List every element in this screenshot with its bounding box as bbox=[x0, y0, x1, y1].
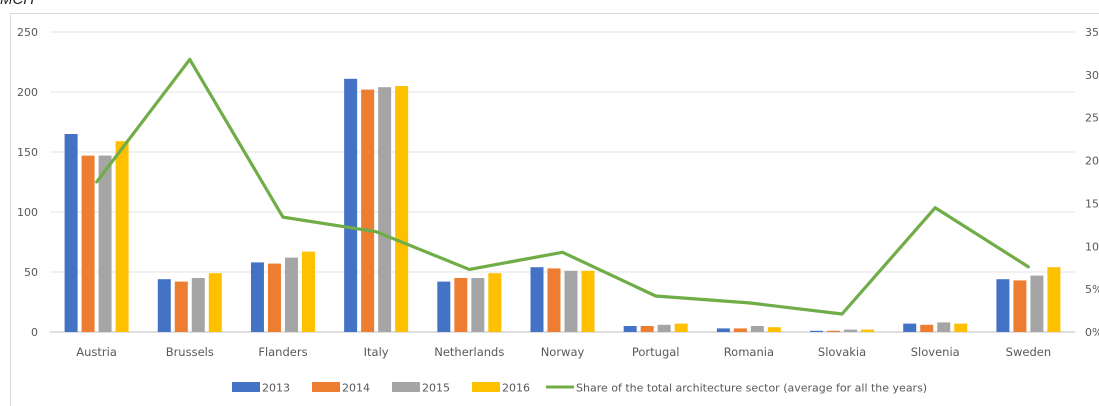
x-category-label: Norway bbox=[541, 345, 585, 359]
legend-label-2014: 2014 bbox=[342, 382, 370, 395]
x-category-label: Flanders bbox=[258, 345, 307, 359]
bar-2015-portugal bbox=[657, 324, 671, 332]
bar-2015-slovenia bbox=[937, 322, 951, 332]
share-point-flanders bbox=[281, 215, 285, 219]
legend-label-2016: 2016 bbox=[502, 382, 530, 395]
chart-frame bbox=[10, 13, 1099, 406]
bar-2013-slovakia bbox=[810, 330, 824, 332]
share-point-italy bbox=[374, 230, 378, 234]
bar-2013-romania bbox=[716, 328, 730, 332]
bar-2014-austria bbox=[81, 155, 95, 332]
legend-label-2013: 2013 bbox=[262, 382, 290, 395]
y-right-tick-label: 25% bbox=[1085, 112, 1099, 125]
bar-2016-flanders bbox=[301, 251, 315, 332]
bar-2016-netherlands bbox=[488, 273, 502, 332]
y-right-tick-label: 20% bbox=[1085, 155, 1099, 168]
share-line bbox=[95, 57, 1030, 316]
y-right-tick-label: 15% bbox=[1085, 197, 1099, 210]
y-right-tick-label: 35% bbox=[1085, 26, 1099, 39]
x-category-label: Netherlands bbox=[434, 345, 504, 359]
bar-2015-romania bbox=[750, 326, 764, 332]
x-category-label: Italy bbox=[364, 345, 389, 359]
share-point-norway bbox=[561, 250, 564, 254]
bar-2016-portugal bbox=[674, 323, 688, 332]
bar-2016-sweden bbox=[1047, 267, 1061, 332]
header-fragment: MCH bbox=[0, 0, 34, 8]
y-right-tick-label: 10% bbox=[1085, 240, 1099, 253]
bar-2015-norway bbox=[564, 270, 578, 332]
legend-swatch-2016 bbox=[472, 382, 500, 392]
x-category-label: Portugal bbox=[632, 345, 680, 359]
bar-2014-netherlands bbox=[454, 278, 468, 332]
bar-2014-romania bbox=[733, 328, 747, 332]
share-point-romania bbox=[747, 301, 751, 305]
x-category-label: Sweden bbox=[1006, 345, 1051, 359]
bar-2015-brussels bbox=[191, 278, 205, 332]
share-point-austria bbox=[95, 180, 99, 184]
y-left-tick-label: 100 bbox=[17, 206, 38, 219]
bar-2013-norway bbox=[530, 267, 544, 332]
share-point-netherlands bbox=[467, 267, 471, 271]
bar-2015-italy bbox=[378, 87, 392, 332]
y-left-tick-label: 150 bbox=[17, 146, 38, 159]
bar-2013-italy bbox=[344, 78, 358, 332]
x-category-label: Romania bbox=[724, 345, 774, 359]
x-axis-categories: Austria Brussels Flanders Italy Netherlands N… bbox=[76, 345, 1051, 359]
bar-2014-sweden bbox=[1013, 280, 1027, 332]
bar-2015-slovakia bbox=[844, 329, 858, 332]
legend-swatch-2014 bbox=[312, 382, 340, 392]
x-category-label: Slovenia bbox=[911, 345, 960, 359]
legend-swatch-2013 bbox=[232, 382, 260, 392]
bar-2015-flanders bbox=[284, 257, 298, 332]
bar-2013-flanders bbox=[250, 262, 264, 332]
share-point-sweden bbox=[1026, 265, 1030, 269]
bar-2013-sweden bbox=[996, 279, 1010, 332]
y-axis-right-ticks: 0% 5% 10% 15% 20% 25% 30% 35% bbox=[1085, 26, 1099, 339]
share-point-brussels bbox=[188, 57, 192, 61]
bar-2013-brussels bbox=[157, 279, 171, 332]
y-left-tick-label: 0 bbox=[31, 326, 38, 339]
y-right-tick-label: 0% bbox=[1085, 326, 1099, 339]
bar-2016-slovenia bbox=[954, 323, 968, 332]
bar-2014-slovakia bbox=[827, 330, 841, 332]
bar-2014-portugal bbox=[640, 326, 654, 332]
legend-label-share: Share of the total architecture sector (… bbox=[576, 382, 927, 395]
bar-2013-slovenia bbox=[903, 323, 917, 332]
bar-2013-austria bbox=[64, 134, 78, 332]
share-line-path bbox=[95, 57, 1030, 316]
bars bbox=[64, 78, 1061, 332]
x-category-label: Slovakia bbox=[818, 345, 866, 359]
bar-2016-italy bbox=[395, 86, 409, 332]
bar-2016-brussels bbox=[208, 273, 222, 332]
x-category-label: Brussels bbox=[166, 345, 214, 359]
bar-2016-slovakia bbox=[861, 329, 875, 332]
bar-2013-portugal bbox=[623, 326, 637, 332]
y-left-tick-label: 250 bbox=[17, 26, 38, 39]
y-right-tick-label: 5% bbox=[1085, 283, 1099, 296]
bar-2013-netherlands bbox=[437, 281, 451, 332]
y-left-tick-label: 200 bbox=[17, 86, 38, 99]
bar-2016-norway bbox=[581, 270, 595, 332]
legend: 2013 2014 2015 2016 Share of the total archi… bbox=[232, 382, 927, 395]
bar-2015-sweden bbox=[1030, 275, 1044, 332]
y-left-tick-label: 50 bbox=[24, 266, 38, 279]
bar-2014-flanders bbox=[267, 263, 281, 332]
bar-2016-austria bbox=[115, 141, 129, 332]
share-point-slovakia bbox=[840, 312, 844, 316]
legend-label-2015: 2015 bbox=[422, 382, 450, 395]
share-point-slovenia bbox=[933, 206, 937, 210]
bar-2016-romania bbox=[767, 327, 781, 332]
bar-2014-norway bbox=[547, 268, 561, 332]
bar-2014-italy bbox=[361, 89, 375, 332]
share-point-portugal bbox=[654, 294, 658, 298]
x-category-label: Austria bbox=[76, 345, 117, 359]
y-right-tick-label: 30% bbox=[1085, 69, 1099, 82]
y-axis-left-ticks: 0 50 100 150 200 250 bbox=[17, 26, 38, 339]
bar-2014-brussels bbox=[174, 281, 188, 332]
bar-2015-netherlands bbox=[471, 278, 485, 332]
bar-2015-austria bbox=[98, 155, 112, 332]
legend-swatch-2015 bbox=[392, 382, 420, 392]
bar-2014-slovenia bbox=[920, 324, 934, 332]
